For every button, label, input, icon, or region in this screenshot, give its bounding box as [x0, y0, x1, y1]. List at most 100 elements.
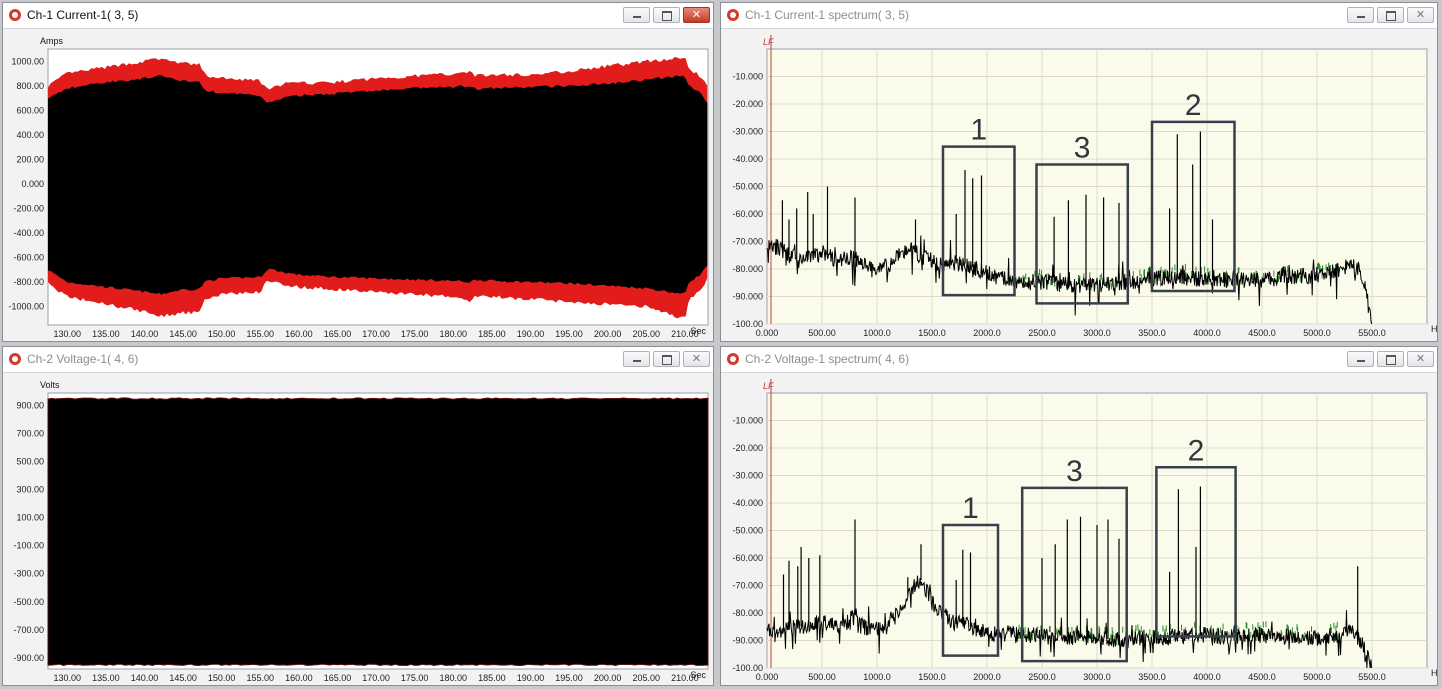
current-window[interactable]: Ch-1 Current-1( 3, 5) ✕ Amps 1000.00 800.0… [2, 2, 714, 342]
x-tick-label: 165.00 [324, 329, 352, 339]
y-tick-label: -10.000 [732, 72, 763, 82]
current-spectrum-chart[interactable]: LF -10.000 -20.000 -30.000 -40.000 -50.000 -60… [721, 29, 1437, 341]
y-tick-label: -90.000 [732, 636, 763, 646]
x-tick-label: 150.00 [208, 329, 236, 339]
x-tick-label: 0.000 [756, 672, 779, 682]
x-tick-label: 155.00 [247, 329, 275, 339]
close-button[interactable]: ✕ [1407, 7, 1434, 23]
minimize-button[interactable] [623, 351, 650, 367]
x-unit-label: Hz [1431, 668, 1437, 678]
x-tick-label: 135.00 [92, 673, 120, 683]
current-spectrum-window[interactable]: Ch-1 Current-1 spectrum( 3, 5) ✕ LF -10.0… [720, 2, 1438, 342]
close-button[interactable]: ✕ [1407, 351, 1434, 367]
x-tick-label: 195.00 [555, 329, 583, 339]
title-bar[interactable]: Ch-1 Current-1 spectrum( 3, 5) ✕ [721, 3, 1437, 29]
maximize-button[interactable] [653, 351, 680, 367]
y-tick-label: -30.000 [732, 471, 763, 481]
app-icon[interactable] [9, 9, 21, 21]
annotation-box-label: 2 [1188, 434, 1205, 467]
y-tick-label: -1000.00 [8, 302, 44, 312]
title-bar[interactable]: Ch-1 Current-1( 3, 5) ✕ [3, 3, 713, 29]
minimize-button[interactable] [623, 7, 650, 23]
annotation-box-label: 1 [962, 492, 979, 525]
close-button[interactable]: ✕ [683, 351, 710, 367]
annotation-box [1035, 163, 1130, 305]
x-tick-label: 165.00 [324, 673, 352, 683]
x-tick-label: 185.00 [478, 673, 506, 683]
minimize-button[interactable] [1347, 7, 1374, 23]
x-tick-label: 1000.0 [863, 328, 891, 338]
maximize-button[interactable] [1377, 7, 1404, 23]
x-tick-label: 130.00 [54, 329, 82, 339]
x-tick-label: 135.00 [92, 329, 120, 339]
x-tick-label: 2000.0 [973, 672, 1001, 682]
x-tick-label: 1500.0 [918, 328, 946, 338]
x-tick-label: 170.00 [362, 329, 390, 339]
voltage-spectrum-chart[interactable]: LF -10.000 -20.000 -30.000 -40.000 -50.000 -60… [721, 373, 1437, 685]
y-tick-label: 700.00 [16, 429, 44, 439]
x-tick-label: 3500.0 [1138, 672, 1166, 682]
window-title: Ch-1 Current-1 spectrum( 3, 5) [745, 8, 910, 22]
x-unit-label: Sec [690, 670, 706, 680]
inner-signal [48, 74, 708, 295]
maximize-button[interactable] [653, 7, 680, 23]
voltage-spectrum-plot-area[interactable]: LF -10.000 -20.000 -30.000 -40.000 -50.000 -60… [721, 373, 1437, 685]
minimize-icon [633, 360, 641, 362]
voltage-spectrum-window[interactable]: Ch-2 Voltage-1 spectrum( 4, 6) ✕ LF -10.0… [720, 346, 1438, 686]
minimize-button[interactable] [1347, 351, 1374, 367]
current-waveform-chart[interactable]: Amps 1000.00 800.00 600.00 400.00 200.00 0.000… [3, 29, 713, 341]
y-tick-label: -70.000 [732, 237, 763, 247]
app-icon[interactable] [727, 9, 739, 21]
current-plot-area[interactable]: Amps 1000.00 800.00 600.00 400.00 200.00 0.000… [3, 29, 713, 341]
maximize-icon [662, 11, 672, 21]
y-tick-label: 0.000 [21, 179, 44, 189]
voltage-window[interactable]: Ch-2 Voltage-1( 4, 6) ✕ Volts 900.00 700.0… [2, 346, 714, 686]
y-tick-label: 600.00 [16, 105, 44, 115]
y-tick-label: -800.00 [13, 277, 44, 287]
annotation-box-label: 3 [1074, 132, 1091, 165]
current-spectrum-plot-area[interactable]: LF -10.000 -20.000 -30.000 -40.000 -50.000 -60… [721, 29, 1437, 341]
x-tick-label: 180.00 [439, 329, 467, 339]
y-tick-label: -10.000 [732, 416, 763, 426]
y-tick-label: -600.00 [13, 253, 44, 263]
x-tick-label: 155.00 [247, 673, 275, 683]
annotation-box [941, 523, 1000, 657]
y-tick-label: 900.00 [16, 401, 44, 411]
app-icon[interactable] [727, 353, 739, 365]
x-tick-label: 500.00 [808, 672, 836, 682]
x-tick-label: 500.00 [808, 328, 836, 338]
voltage-waveform-chart[interactable]: Volts 900.00 700.00 500.00 300.00 100.00 -100.… [3, 373, 713, 685]
x-tick-label: 175.00 [401, 329, 429, 339]
y-tick-label: -900.00 [13, 653, 44, 663]
x-tick-label: 145.00 [169, 673, 197, 683]
window-title: Ch-1 Current-1( 3, 5) [27, 8, 139, 22]
y-tick-label: -20.000 [732, 443, 763, 453]
y-tick-label: -90.000 [732, 292, 763, 302]
maximize-icon [1386, 355, 1396, 365]
x-tick-label: 210.00 [671, 329, 699, 339]
y-tick-label: -50.000 [732, 526, 763, 536]
voltage-plot-area[interactable]: Volts 900.00 700.00 500.00 300.00 100.00 -100.… [3, 373, 713, 685]
x-tick-label: 0.000 [756, 328, 779, 338]
x-tick-label: 2500.0 [1028, 328, 1056, 338]
close-icon: ✕ [691, 9, 702, 21]
maximize-button[interactable] [1377, 351, 1404, 367]
y-tick-label: -70.000 [732, 581, 763, 591]
app-icon[interactable] [9, 353, 21, 365]
close-button[interactable]: ✕ [683, 7, 710, 23]
title-bar[interactable]: Ch-2 Voltage-1 spectrum( 4, 6) ✕ [721, 347, 1437, 373]
x-tick-label: 195.00 [555, 673, 583, 683]
y-tick-label: -60.000 [732, 553, 763, 563]
x-tick-label: 175.00 [401, 673, 429, 683]
y-tick-label: -40.000 [732, 154, 763, 164]
y-tick-label: -50.000 [732, 182, 763, 192]
title-bar[interactable]: Ch-2 Voltage-1( 4, 6) ✕ [3, 347, 713, 373]
x-tick-label: 190.00 [517, 673, 545, 683]
x-tick-label: 185.00 [478, 329, 506, 339]
y-tick-label: -80.000 [732, 608, 763, 618]
x-tick-label: 4000.0 [1193, 672, 1221, 682]
y-tick-label: 1000.00 [11, 56, 44, 66]
close-icon: ✕ [1415, 353, 1426, 365]
annotation-box [1020, 486, 1128, 663]
annotation-box [1150, 120, 1236, 293]
